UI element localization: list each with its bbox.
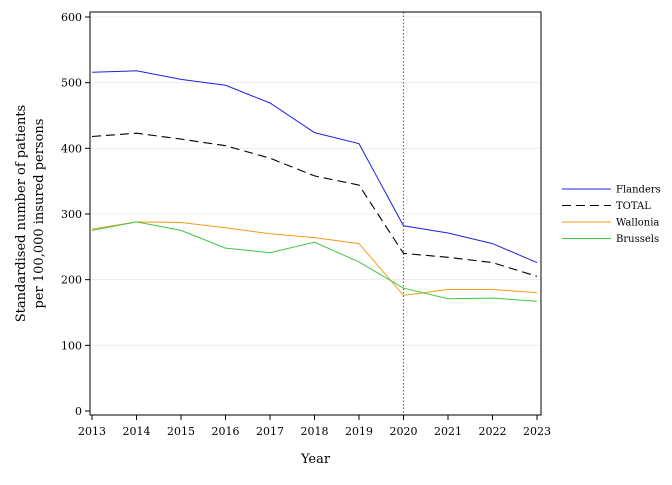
y-axis-title: Standardised number of patients per 100,… — [14, 105, 47, 322]
x-tick-label-2021: 2021 — [434, 425, 462, 438]
legend-label-brussels: Brussels — [616, 234, 659, 245]
x-tick-label-2017: 2017 — [256, 425, 284, 438]
x-tick-label-2013: 2013 — [78, 425, 106, 438]
x-tick-label-2023: 2023 — [523, 425, 551, 438]
y-tick-label-600: 600 — [61, 11, 82, 24]
x-tick-label-2019: 2019 — [345, 425, 373, 438]
gridlines — [90, 16, 541, 346]
legend-label-flanders: Flanders — [616, 185, 661, 196]
y-tick-label-100: 100 — [61, 339, 82, 352]
legend: Flanders TOTAL Wallonia Brussels — [562, 185, 661, 245]
x-tick-label-2022: 2022 — [479, 425, 507, 438]
series-lines — [91, 70, 538, 302]
series-line-brussels — [91, 221, 538, 302]
x-tick-label-2016: 2016 — [212, 425, 240, 438]
y-tick-label-200: 200 — [61, 274, 82, 287]
y-tick-label-300: 300 — [61, 208, 82, 221]
y-tick-label-0: 0 — [75, 405, 82, 418]
y-axis-ticks: 0 100 200 300 400 500 600 — [61, 11, 90, 418]
legend-label-total: TOTAL — [616, 201, 651, 212]
x-axis-ticks: 2013 2014 2015 2016 2017 2018 2019 2020 2021 2022… — [78, 415, 551, 438]
y-axis-title-line-1: Standardised number of patients — [14, 105, 29, 322]
series-line-flanders — [91, 70, 538, 264]
series-line-total — [91, 132, 538, 277]
x-tick-label-2020: 2020 — [390, 425, 418, 438]
y-axis-title-line-2: per 100,000 insured persons — [32, 119, 47, 309]
y-tick-label-400: 400 — [61, 142, 82, 155]
x-axis-title: Year — [300, 452, 331, 467]
x-tick-label-2015: 2015 — [167, 425, 195, 438]
series-line-wallonia — [91, 221, 538, 296]
x-tick-label-2018: 2018 — [301, 425, 329, 438]
x-tick-label-2014: 2014 — [123, 425, 151, 438]
y-tick-label-500: 500 — [61, 77, 82, 90]
legend-label-wallonia: Wallonia — [616, 218, 659, 229]
